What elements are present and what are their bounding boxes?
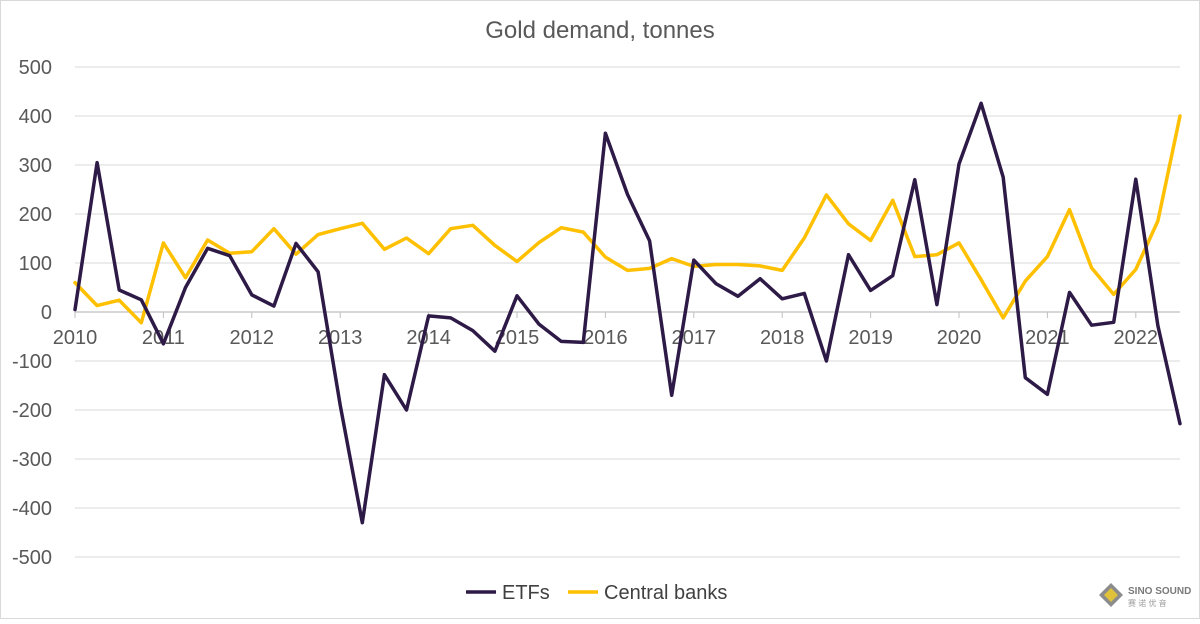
series-line-central-banks: [73, 114, 1182, 325]
y-tick-label: -300: [12, 449, 52, 471]
x-tick-label: 2022: [1114, 327, 1159, 349]
chart-title: Gold demand, tonnes: [485, 17, 715, 44]
y-tick-label: 0: [41, 302, 52, 324]
x-tick-label: 2015: [495, 327, 540, 349]
y-tick-label: -500: [12, 547, 52, 569]
series-group: [73, 101, 1182, 525]
x-tick-label: 2010: [53, 327, 98, 349]
y-axis: 500 400 300 200 100 0 -100 -200 -300 -400 -500: [12, 57, 52, 569]
watermark-brand: SINO SOUND: [1128, 586, 1191, 597]
y-tick-label: -400: [12, 498, 52, 520]
legend-label-etfs: ETFs: [502, 582, 550, 604]
x-tick-label: 2019: [848, 327, 893, 349]
x-tick-label: 2020: [937, 327, 982, 349]
x-tick-label: 2018: [760, 327, 805, 349]
y-tick-label: 400: [19, 106, 52, 128]
legend-label-central-banks: Central banks: [604, 582, 727, 604]
y-tick-label: -100: [12, 351, 52, 373]
x-axis: 2010 2011 2012 2013 2014 2015 2016 2017 2018 2019…: [53, 311, 1180, 349]
x-tick-label: 2013: [318, 327, 363, 349]
x-tick-label: 2016: [583, 327, 628, 349]
x-tick-label: 2011: [142, 327, 185, 349]
y-tick-label: 300: [19, 155, 52, 177]
legend: ETFs Central banks: [466, 582, 727, 604]
series-line-etfs: [73, 101, 1182, 525]
y-tick-label: -200: [12, 400, 52, 422]
y-tick-label: 200: [19, 204, 52, 226]
y-tick-label: 100: [19, 253, 52, 275]
x-tick-label: 2014: [406, 327, 451, 349]
watermark-logo: SINO SOUND 赛 诺 优 音: [1099, 583, 1191, 608]
y-tick-label: 500: [19, 57, 52, 79]
watermark-sub: 赛 诺 优 音: [1128, 598, 1167, 608]
x-tick-label: 2012: [230, 327, 275, 349]
diamond-logo-icon: [1099, 583, 1123, 607]
